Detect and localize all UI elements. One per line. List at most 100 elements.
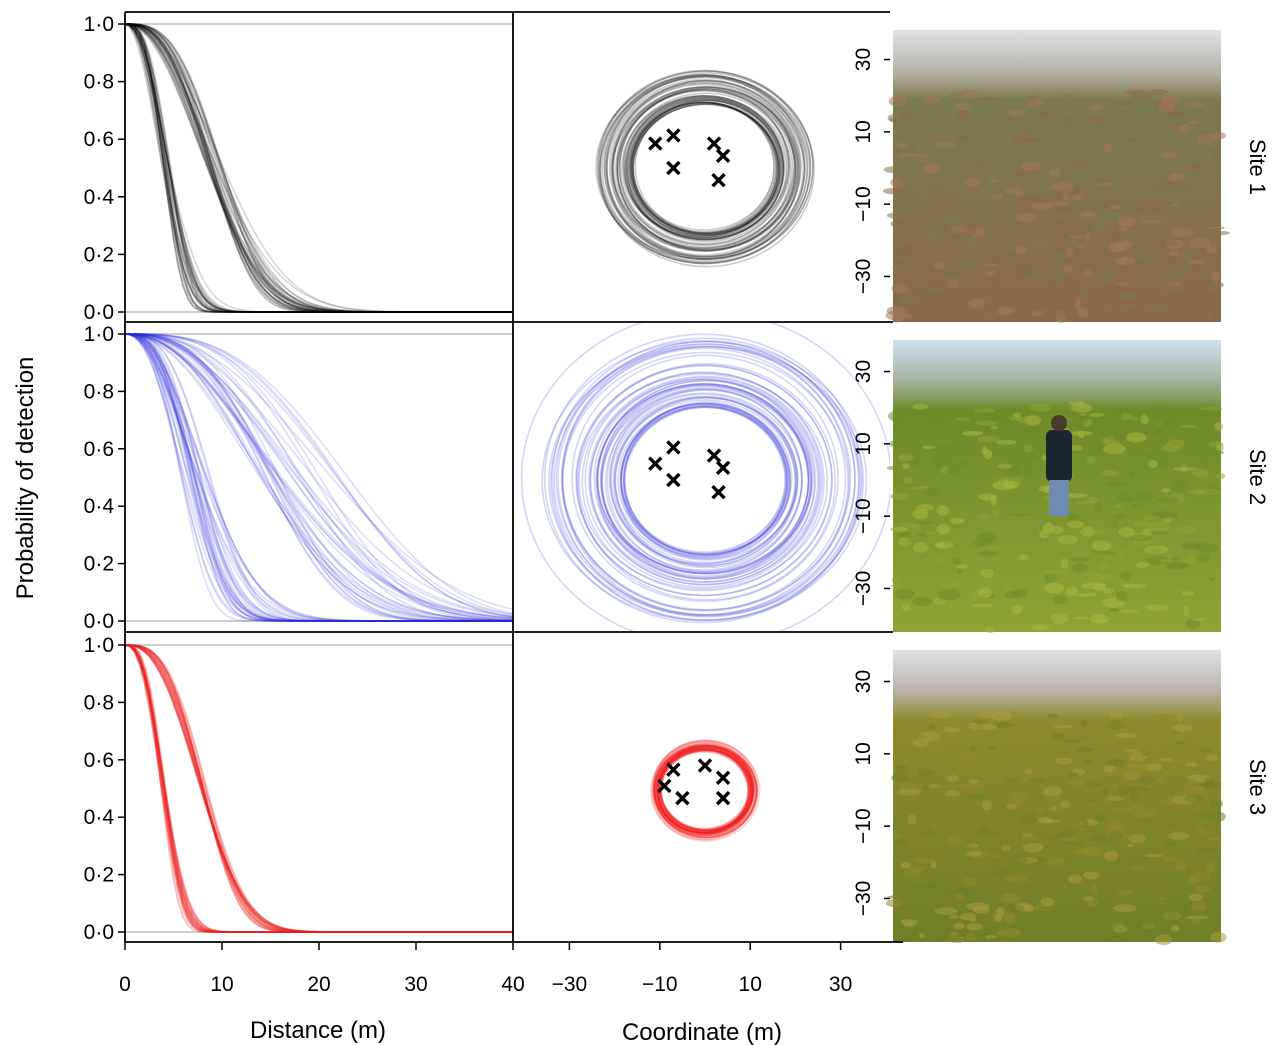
detection-curve — [125, 333, 513, 620]
detection-ring — [657, 750, 750, 833]
detection-panel-site-3 — [125, 644, 513, 933]
detection-ring — [622, 405, 791, 559]
detection-curve — [125, 23, 513, 313]
person-in-photo — [1046, 415, 1072, 516]
detection-ring — [598, 72, 815, 268]
x-tick-label: 40 — [501, 973, 524, 996]
detection-curve — [125, 23, 513, 313]
detection-curve — [125, 333, 513, 622]
detection-curve — [125, 333, 513, 622]
detection-curve — [125, 644, 513, 933]
detection-ring — [616, 85, 795, 247]
detection-curve — [125, 333, 513, 622]
trap-marker — [657, 778, 672, 794]
detection-curve — [125, 333, 513, 622]
coord-y-tick-label: 30 — [852, 360, 875, 383]
detection-curve — [125, 644, 513, 933]
detection-curve — [125, 333, 513, 622]
detection-curve — [125, 23, 513, 313]
detection-ring — [652, 745, 759, 839]
detection-curve — [125, 333, 513, 621]
y-tick-label: 0·2 — [84, 864, 114, 887]
detection-curve — [125, 23, 513, 313]
detection-ring — [630, 99, 783, 239]
trap-marker — [648, 136, 663, 151]
detection-ring — [654, 744, 758, 839]
trap-marker — [711, 485, 726, 500]
detection-curve — [125, 333, 513, 622]
detection-curve — [125, 644, 513, 933]
detection-curve — [125, 333, 513, 622]
detection-ring — [650, 739, 761, 842]
detection-curve — [125, 644, 513, 933]
detection-curve — [125, 644, 513, 933]
detection-curve — [125, 23, 513, 313]
y-tick-label: 0·0 — [84, 921, 114, 944]
detection-curve — [125, 644, 513, 933]
detection-curve — [125, 23, 513, 313]
detection-ring — [598, 70, 814, 264]
detection-curve — [125, 644, 513, 933]
detection-curve — [125, 333, 513, 622]
detection-curve — [125, 333, 513, 615]
detection-curve — [125, 644, 513, 933]
detection-ring — [619, 403, 790, 556]
detection-curve — [125, 644, 513, 933]
detection-ring — [551, 337, 861, 622]
panel-frames — [124, 11, 903, 943]
trap-marker — [648, 456, 663, 471]
detection-ring — [600, 387, 812, 575]
detection-curve — [125, 23, 513, 313]
detection-curve — [125, 333, 513, 622]
y-tick-label: 0·8 — [84, 380, 114, 403]
detection-curve — [125, 644, 513, 933]
detection-ring — [561, 347, 847, 611]
detection-curve — [125, 644, 513, 933]
detection-ring — [618, 88, 790, 246]
detection-curve — [125, 644, 513, 933]
detection-ring — [601, 389, 811, 575]
detection-curve — [125, 23, 513, 313]
detection-ring — [656, 747, 750, 831]
detection-ring — [614, 86, 799, 251]
detection-ring — [550, 343, 862, 621]
detection-ring — [597, 69, 812, 264]
detection-curve — [125, 333, 513, 621]
detection-ring — [624, 406, 790, 556]
detection-curve — [125, 644, 513, 933]
detection-ring — [589, 376, 821, 586]
detection-curve — [125, 333, 513, 620]
detection-ring — [571, 354, 839, 602]
detection-curve — [125, 333, 513, 618]
trap-marker — [697, 758, 713, 773]
detection-ring — [625, 96, 782, 239]
detection-ring — [627, 98, 785, 241]
y-tick-label: 0·6 — [84, 438, 114, 461]
detection-curve — [125, 333, 513, 622]
y-tick-label: 0·8 — [84, 691, 114, 714]
detection-ring — [631, 103, 780, 236]
detection-ring — [576, 363, 836, 601]
detection-ring — [629, 103, 781, 237]
detection-panel-site-2 — [125, 333, 513, 622]
coord-x-tick-label: 10 — [739, 973, 762, 996]
detection-curve — [125, 333, 513, 622]
detection-ring — [613, 397, 799, 561]
detection-curve — [125, 333, 513, 622]
x-axis-title-coordinate: Coordinate (m) — [622, 1019, 782, 1045]
detection-ring — [561, 351, 849, 612]
detection-curve — [125, 644, 513, 933]
detection-ring — [612, 82, 797, 252]
detection-ring — [588, 375, 822, 586]
detection-curve — [125, 333, 513, 622]
trap-marker — [715, 148, 731, 163]
detection-curve — [125, 23, 513, 313]
y-tick-label: 0·8 — [84, 71, 114, 94]
y-tick-label: 1·0 — [84, 323, 114, 346]
detection-ring — [613, 399, 797, 564]
detection-curve — [125, 333, 513, 622]
detection-ring — [630, 101, 777, 234]
detection-curve — [125, 644, 513, 933]
detection-curve — [125, 644, 513, 933]
detection-curve — [125, 23, 513, 313]
